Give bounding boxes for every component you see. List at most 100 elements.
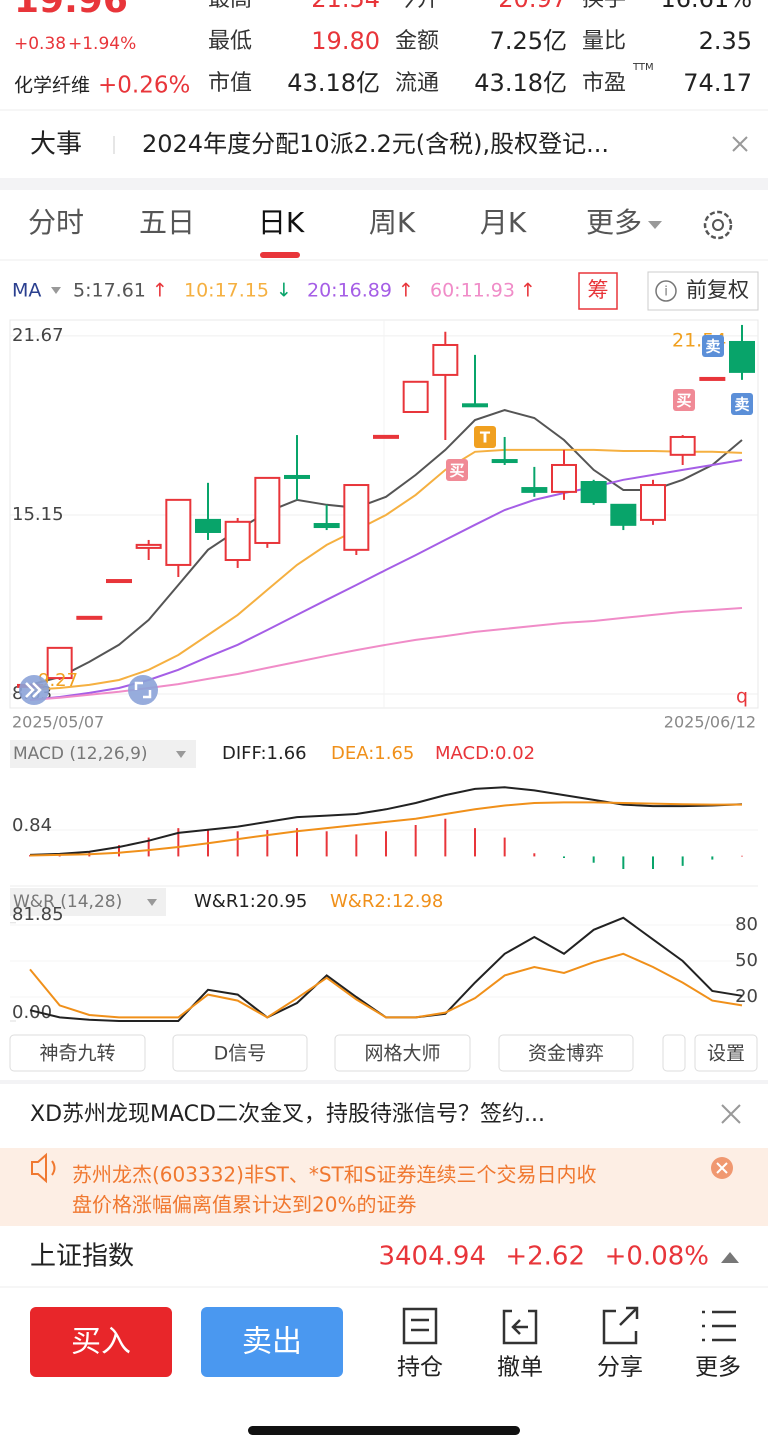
macd-line: [29, 801, 742, 857]
y-tick-label: 15.15: [12, 504, 64, 525]
ma-line: [29, 448, 743, 691]
alert-bg: [0, 1148, 768, 1226]
sell-label[interactable]: 卖出: [242, 1325, 302, 1360]
signal-text: 买: [676, 392, 691, 410]
legend-entry: 60:11.93: [430, 280, 515, 302]
tool-label[interactable]: 网格大师: [364, 1043, 440, 1065]
y-tick-label: 0.84: [12, 815, 52, 836]
indicator-name[interactable]: MACD (12,26,9): [13, 744, 148, 764]
speaker-icon: [31, 1152, 56, 1184]
field-label: 流通: [395, 71, 439, 96]
chip-button[interactable]: [578, 272, 618, 310]
price-change-pct: +1.94%: [68, 34, 136, 54]
ttm-mark: TTM: [632, 62, 654, 73]
action-label[interactable]: 更多: [695, 1355, 741, 1381]
legend-trend: ↑: [398, 280, 414, 302]
legend-entry: 20:16.89: [307, 280, 392, 302]
tab[interactable]: 月K: [480, 206, 527, 239]
tool-label[interactable]: 资金博弈: [528, 1043, 604, 1065]
legend-entry: DIFF:1.66: [222, 743, 307, 764]
action-icon[interactable]: [502, 1309, 538, 1345]
overlay-button[interactable]: [128, 675, 158, 705]
action-label[interactable]: 分享: [597, 1355, 643, 1381]
buy-label[interactable]: 买入: [71, 1325, 131, 1360]
field-value: 43.18亿: [287, 69, 380, 97]
signal-text: 卖: [705, 338, 720, 356]
tab[interactable]: 日K: [258, 206, 305, 239]
section-gap: [0, 178, 768, 190]
indicator-selector[interactable]: [10, 888, 166, 916]
field-label: 最高: [208, 0, 252, 12]
tab[interactable]: 周K: [369, 206, 416, 239]
candle-body: [432, 343, 459, 376]
y-tick-label: 21.67: [12, 325, 64, 346]
candle-body: [284, 474, 310, 479]
close-icon[interactable]: [721, 1104, 741, 1124]
tool-label[interactable]: D信号: [214, 1043, 267, 1065]
close-icon[interactable]: [732, 136, 748, 152]
candle-body: [373, 434, 399, 439]
candle-body: [313, 523, 340, 529]
field-label: 量比: [582, 29, 626, 54]
index-name[interactable]: 上证指数: [30, 1242, 134, 1272]
event-tag: 大事: [30, 130, 82, 160]
chip-label[interactable]: 筹: [588, 278, 609, 302]
action-icon[interactable]: [602, 1306, 639, 1345]
buy-button[interactable]: [30, 1307, 172, 1377]
news-text[interactable]: XD苏州龙现MACD二次金叉，持股待涨信号？签约...: [30, 1102, 545, 1127]
field-value: 43.18亿: [474, 69, 567, 97]
field-value: 7.25亿: [490, 27, 567, 55]
action-label[interactable]: 持仓: [397, 1355, 443, 1381]
tool-label[interactable]: 设置: [707, 1043, 745, 1065]
tool-button[interactable]: [172, 1034, 308, 1072]
adjust-label[interactable]: 前复权: [686, 278, 749, 302]
field-label: 换手: [582, 0, 626, 12]
settings-icon[interactable]: [703, 210, 733, 240]
field-label: 金额: [395, 29, 439, 54]
tool-label[interactable]: 神奇九转: [39, 1043, 115, 1065]
y-tick-label: 81.85: [12, 904, 64, 925]
overlay-arrows: [25, 682, 42, 698]
candle-body: [402, 380, 429, 413]
signal-text: T: [480, 429, 491, 447]
candle-body: [165, 498, 192, 566]
field-value: 21.54: [311, 0, 380, 13]
tab[interactable]: 更多: [586, 206, 642, 239]
candle-body: [343, 484, 370, 551]
dropdown-arrow: [147, 899, 157, 906]
ma-label[interactable]: MA: [12, 280, 41, 302]
legend-trend: ↑: [520, 280, 536, 302]
tab[interactable]: 分时: [28, 206, 84, 239]
indicator-name[interactable]: W&R (14,28): [13, 892, 122, 912]
tool-button[interactable]: [694, 1034, 758, 1072]
legend-entry: W&R1:20.95: [194, 891, 307, 912]
tool-button[interactable]: [498, 1034, 634, 1072]
tab[interactable]: 五日: [139, 206, 195, 239]
signal-badge: [702, 335, 724, 357]
field-label: 最低: [208, 29, 252, 54]
signal-badge: [673, 389, 695, 411]
index-change: +2.62: [505, 1242, 585, 1272]
tool-button[interactable]: [9, 1034, 146, 1072]
dropdown-arrow: [51, 287, 61, 294]
action-icon[interactable]: [402, 1307, 438, 1345]
action-icon[interactable]: [702, 1310, 736, 1342]
event-text[interactable]: 2024年度分配10派2.2元(含税),股权登记...: [142, 130, 609, 158]
date-label: 2025/06/12: [664, 713, 756, 732]
wr-line: [29, 952, 743, 1019]
candle-body: [521, 487, 548, 493]
signal-badge: [446, 459, 468, 481]
candle-body: [551, 463, 577, 493]
field-value: 20.97: [498, 0, 567, 13]
tool-button[interactable]: [334, 1034, 471, 1072]
adjust-button[interactable]: [647, 271, 759, 311]
candle-body: [610, 503, 637, 526]
candle-body: [699, 376, 726, 381]
home-indicator: [248, 1426, 520, 1435]
candle-body: [106, 579, 132, 584]
candle-body: [46, 646, 73, 680]
action-label[interactable]: 撤单: [497, 1355, 543, 1381]
indicator-selector[interactable]: [10, 740, 196, 768]
sell-button[interactable]: [201, 1307, 343, 1377]
